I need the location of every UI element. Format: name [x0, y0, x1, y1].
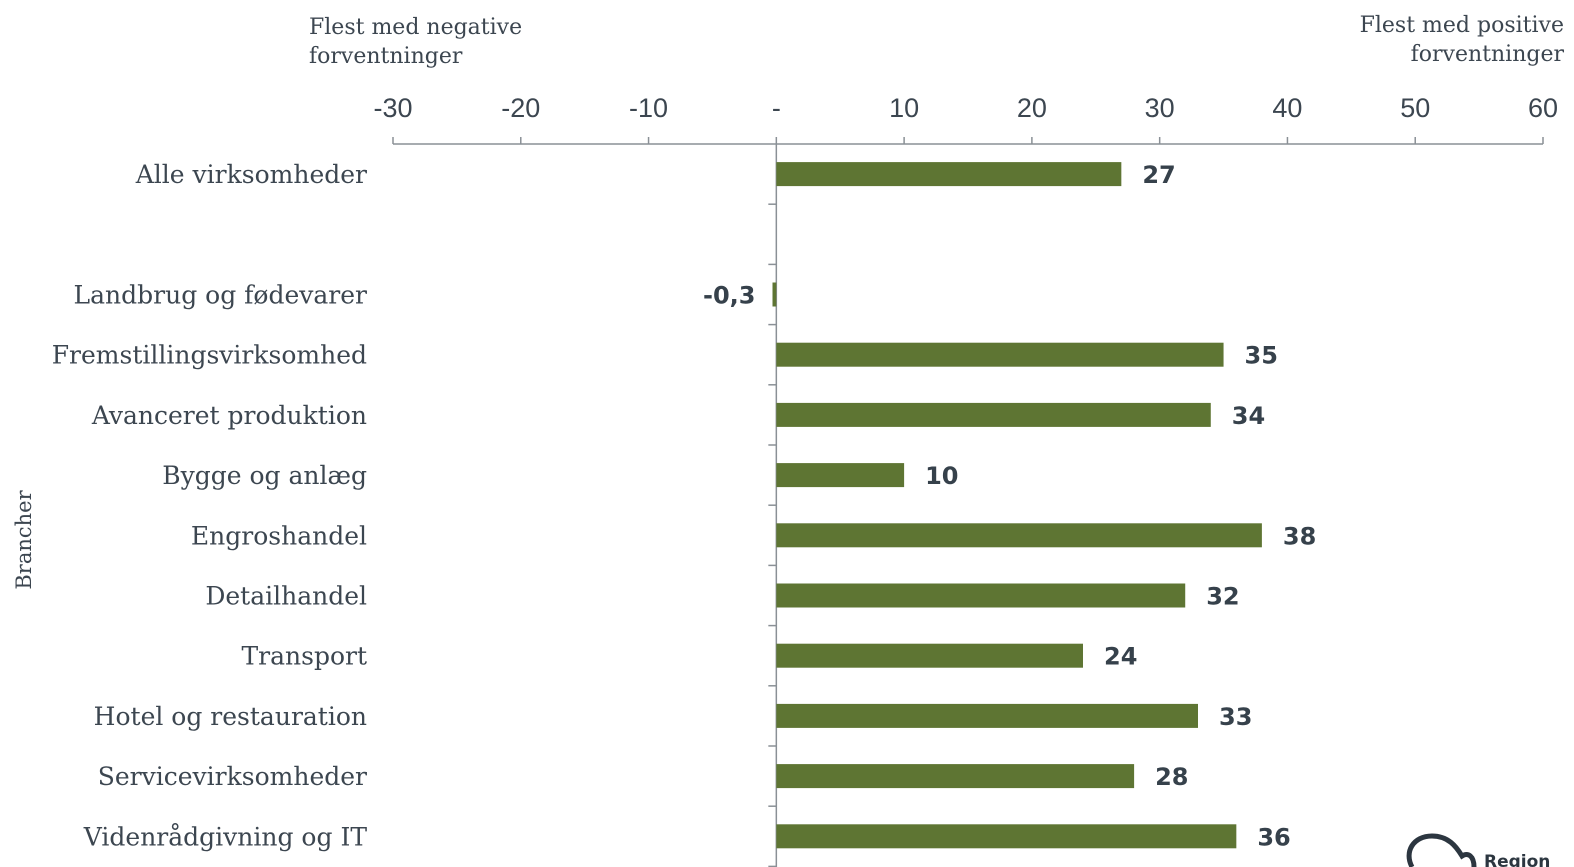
value-label: 38 — [1283, 522, 1316, 550]
category-label: Avanceret produktion — [91, 401, 367, 430]
category-label: Landbrug og fødevarer — [74, 281, 367, 310]
bar — [776, 643, 1083, 668]
bars — [772, 162, 1262, 849]
annotation-positive-line-1: Flest med positive — [1360, 13, 1564, 38]
bar — [776, 162, 1122, 187]
category-label: Hotel og restauration — [94, 702, 367, 731]
category-label: Detailhandel — [205, 582, 367, 611]
bar — [776, 764, 1135, 789]
x-tick-label: 40 — [1272, 93, 1302, 123]
bar — [776, 703, 1198, 728]
category-label: Fremstillingsvirksomhed — [52, 341, 367, 370]
x-tick-label: - — [772, 93, 781, 123]
value-label: 10 — [925, 462, 958, 490]
bar — [776, 402, 1211, 427]
value-labels: 27 -0,3 35 34 10 38 32 24 33 28 36 — [703, 161, 1316, 851]
annotation-negative-line-2: forventninger — [309, 44, 463, 69]
bar — [776, 463, 905, 488]
annotation-positive: Flest med positive forventninger — [1360, 13, 1565, 67]
category-label: Bygge og anlæg — [162, 461, 367, 490]
y-axis — [768, 144, 778, 867]
category-labels: Alle virksomheder Landbrug og fødevarer Fr… — [52, 160, 368, 851]
value-label: 33 — [1219, 703, 1252, 731]
x-tick-label: 60 — [1528, 93, 1558, 123]
category-label: Alle virksomheder — [135, 160, 367, 189]
value-label: 34 — [1232, 402, 1265, 430]
value-label: 32 — [1206, 583, 1239, 611]
x-tick-label: -10 — [629, 93, 668, 123]
annotation-negative: Flest med negative forventninger — [309, 15, 522, 69]
x-tick-label: 10 — [889, 93, 919, 123]
category-label: Transport — [241, 642, 367, 671]
bar — [772, 282, 777, 307]
x-axis: -30 -20 -10-10 20 30 40 50 60 — [373, 93, 1558, 145]
x-tick-label: 30 — [1145, 93, 1175, 123]
value-label: 36 — [1257, 823, 1290, 851]
bar — [776, 523, 1262, 548]
value-label: 27 — [1142, 161, 1175, 189]
category-label: Engroshandel — [191, 521, 367, 550]
value-label: 24 — [1104, 643, 1137, 671]
region-logo: Region — [1406, 833, 1550, 867]
y-axis-title: Brancher — [12, 489, 36, 589]
x-tick-label: 50 — [1400, 93, 1430, 123]
value-label: 28 — [1155, 763, 1188, 791]
x-tick-label: -30 — [373, 93, 412, 123]
bar — [776, 342, 1224, 367]
annotation-positive-line-2: forventninger — [1411, 42, 1565, 67]
x-tick-label: -20 — [501, 93, 540, 123]
value-label: -0,3 — [703, 282, 755, 310]
x-tick-label: 20 — [1017, 93, 1047, 123]
category-label: Videnrådgivning og IT — [83, 822, 368, 851]
bar — [776, 583, 1186, 608]
value-label: 35 — [1245, 342, 1278, 370]
region-logo-icon — [1406, 833, 1477, 867]
bar — [776, 824, 1237, 849]
annotation-negative-line-1: Flest med negative — [309, 15, 522, 40]
category-label: Servicevirksomheder — [98, 762, 367, 791]
region-logo-text: Region — [1484, 852, 1550, 867]
